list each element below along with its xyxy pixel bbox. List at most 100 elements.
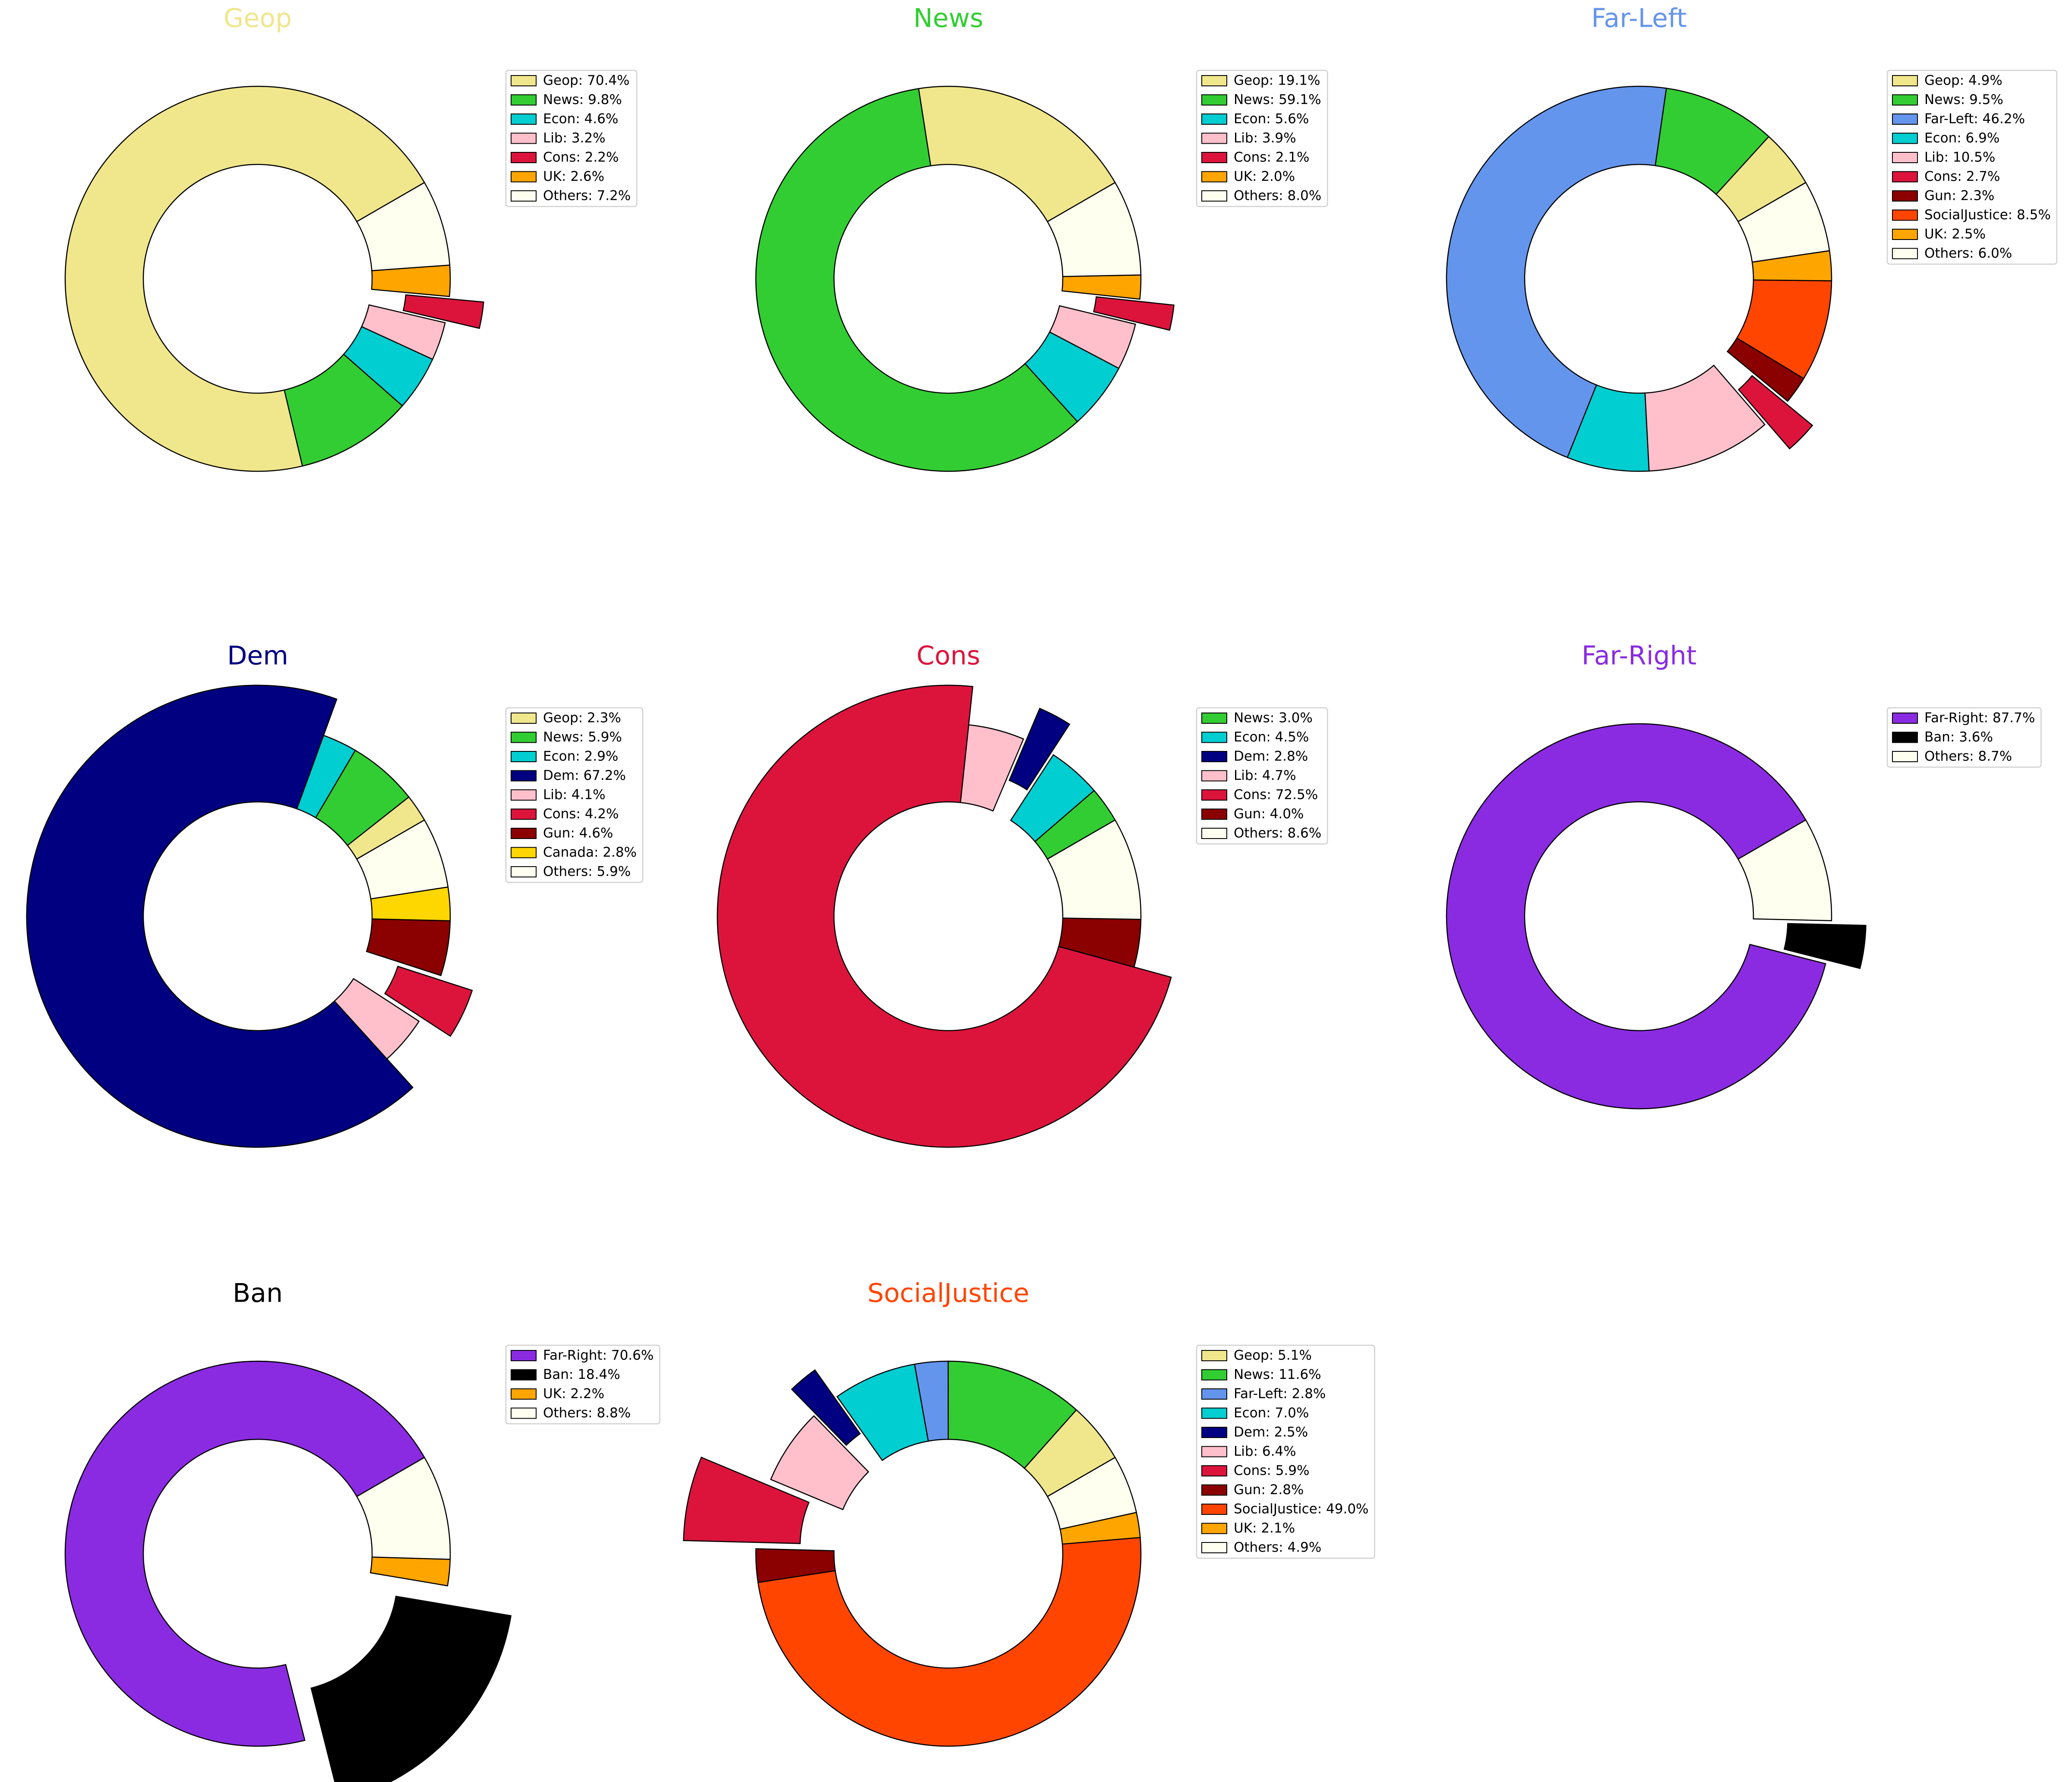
legend-swatch bbox=[1201, 751, 1227, 762]
legend-swatch bbox=[511, 713, 537, 724]
wedge bbox=[64, 85, 425, 472]
wedge bbox=[918, 85, 1116, 223]
wedge bbox=[1046, 182, 1142, 277]
legend-swatch bbox=[511, 132, 537, 144]
legend: Geop: 5.1% News: 11.6% Far-Left: 2.8% Econ:… bbox=[1196, 1344, 1375, 1559]
legend-box bbox=[1196, 1344, 1375, 1559]
legend-label: Cons: 2.2% bbox=[543, 150, 619, 165]
chart-title: Far-Left bbox=[1591, 3, 1687, 34]
legend-swatch bbox=[1892, 171, 1918, 183]
wedge bbox=[356, 819, 449, 900]
legend-swatch bbox=[511, 75, 537, 86]
legend-swatch bbox=[1201, 1407, 1227, 1419]
legend-swatch bbox=[511, 171, 537, 183]
legend-swatch bbox=[511, 1407, 537, 1419]
legend-swatch bbox=[1892, 75, 1918, 86]
legend-label: Econ: 5.6% bbox=[1234, 111, 1309, 127]
legend-swatch bbox=[1892, 94, 1918, 106]
legend-swatch bbox=[1201, 132, 1227, 144]
legend-label: Econ: 7.0% bbox=[1234, 1405, 1309, 1421]
legend-label: Far-Left: 2.8% bbox=[1234, 1386, 1326, 1402]
legend-label: Ban: 3.6% bbox=[1924, 729, 1993, 745]
wedge bbox=[1783, 923, 1867, 969]
legend-swatch bbox=[1892, 229, 1918, 240]
legend-box bbox=[505, 1344, 660, 1425]
legend-label: SocialJustice: 49.0% bbox=[1234, 1501, 1369, 1517]
legend-swatch bbox=[1892, 114, 1918, 125]
legend-label: Lib: 3.9% bbox=[1234, 130, 1296, 146]
legend-label: Geop: 2.3% bbox=[543, 710, 621, 726]
legend-swatch bbox=[511, 866, 537, 877]
chart-title: Geop bbox=[224, 3, 292, 34]
legend-swatch bbox=[511, 789, 537, 801]
legend-swatch bbox=[1892, 152, 1918, 163]
donut-chart: Dem Geop: 2.3% News: 5.9% Econ: 2.9% Dem: 67… bbox=[26, 641, 644, 1148]
legend-swatch bbox=[1201, 171, 1227, 183]
wedge bbox=[26, 684, 414, 1148]
legend-label: News: 9.8% bbox=[543, 92, 622, 107]
legend-swatch bbox=[1201, 732, 1227, 743]
legend-label: Cons: 4.2% bbox=[543, 806, 619, 822]
legend-label: News: 11.6% bbox=[1234, 1367, 1321, 1382]
wedge bbox=[1010, 754, 1095, 842]
legend-swatch bbox=[1892, 248, 1918, 259]
legend-label: Geop: 4.9% bbox=[1924, 73, 2003, 88]
legend: Geop: 4.9% News: 9.5% Far-Left: 46.2% Econ:… bbox=[1886, 69, 2058, 265]
legend-swatch bbox=[511, 732, 537, 743]
legend-label: Others: 8.6% bbox=[1234, 826, 1321, 841]
wedge bbox=[1737, 819, 1832, 921]
legend-swatch bbox=[1201, 1504, 1227, 1515]
wedge bbox=[1046, 819, 1142, 920]
legend-swatch bbox=[1201, 789, 1227, 801]
donut-chart: News Geop: 19.1% News: 59.1% Econ: 5.6% Lib:… bbox=[755, 3, 1328, 472]
legend-box bbox=[1886, 69, 2058, 265]
legend-swatch bbox=[511, 1350, 537, 1361]
wedge bbox=[361, 304, 446, 360]
legend-label: Lib: 4.7% bbox=[1234, 768, 1296, 783]
legend-label: UK: 2.1% bbox=[1234, 1520, 1295, 1536]
legend-box bbox=[1196, 69, 1328, 207]
legend-label: Gun: 4.6% bbox=[543, 826, 613, 841]
wedge bbox=[356, 182, 451, 271]
legend-swatch bbox=[1201, 1388, 1227, 1400]
legend-swatch bbox=[511, 190, 537, 202]
legend-label: Lib: 6.4% bbox=[1234, 1444, 1296, 1459]
legend-label: Gun: 2.3% bbox=[1924, 188, 1994, 204]
legend-swatch bbox=[1201, 1523, 1227, 1534]
legend-label: Econ: 4.5% bbox=[1234, 729, 1309, 745]
legend: Far-Right: 70.6% Ban: 18.4% UK: 2.2% Others… bbox=[505, 1344, 660, 1425]
legend-swatch bbox=[1201, 94, 1227, 106]
legend-label: News: 3.0% bbox=[1234, 710, 1313, 726]
chart-title: Ban bbox=[233, 1278, 283, 1309]
legend-swatch bbox=[511, 847, 537, 858]
legend-label: Far-Right: 87.7% bbox=[1924, 710, 2035, 726]
legend-label: Lib: 4.1% bbox=[543, 787, 606, 803]
wedge bbox=[791, 1369, 861, 1446]
legend-label: Others: 5.9% bbox=[543, 864, 631, 880]
wedge bbox=[757, 1537, 1142, 1747]
wedge bbox=[366, 918, 451, 976]
legend-label: News: 9.5% bbox=[1924, 92, 2003, 107]
wedge bbox=[1008, 707, 1071, 791]
legend-swatch bbox=[1201, 1427, 1227, 1438]
legend-label: Dem: 2.5% bbox=[1234, 1425, 1308, 1440]
legend-swatch bbox=[1201, 1446, 1227, 1457]
legend: Geop: 2.3% News: 5.9% Econ: 2.9% Dem: 67.2%… bbox=[505, 707, 644, 883]
wedge bbox=[717, 684, 1172, 1148]
wedge bbox=[1446, 85, 1667, 458]
legend-label: Econ: 6.9% bbox=[1924, 130, 1999, 146]
chart-title: News bbox=[913, 3, 983, 34]
wedge bbox=[755, 88, 1078, 472]
legend-label: Econ: 4.6% bbox=[543, 111, 618, 127]
legend-swatch bbox=[1892, 732, 1918, 743]
legend-box bbox=[1196, 707, 1328, 845]
legend-swatch bbox=[1201, 1350, 1227, 1361]
legend-label: Lib: 3.2% bbox=[543, 130, 606, 146]
wedge bbox=[402, 294, 484, 329]
legend-label: Others: 8.7% bbox=[1924, 749, 2012, 764]
chart-title: Cons bbox=[916, 641, 980, 671]
legend-label: Econ: 2.9% bbox=[543, 749, 618, 764]
wedge bbox=[1046, 1457, 1137, 1530]
legend-swatch bbox=[1892, 132, 1918, 144]
legend-label: Cons: 72.5% bbox=[1234, 787, 1318, 803]
